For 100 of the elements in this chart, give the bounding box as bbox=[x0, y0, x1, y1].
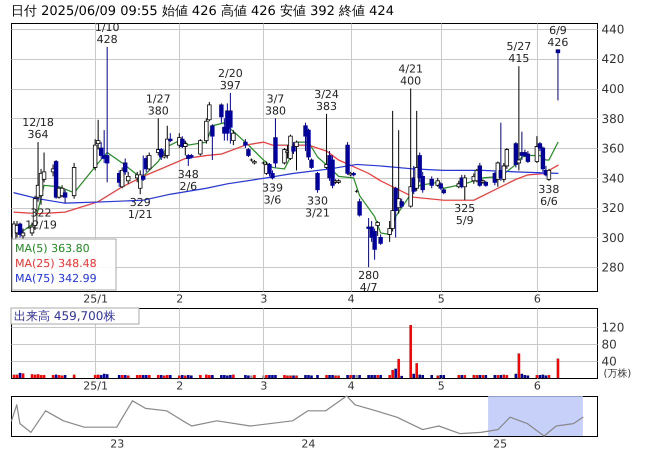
bar bbox=[180, 375, 184, 378]
candlestick bbox=[291, 142, 296, 155]
bar bbox=[463, 375, 466, 378]
x-tick-label: 25/1 bbox=[83, 380, 108, 392]
bar bbox=[96, 374, 100, 378]
bar bbox=[232, 374, 235, 378]
bar bbox=[250, 375, 253, 378]
bar bbox=[211, 375, 214, 378]
bar bbox=[430, 375, 434, 378]
bar bbox=[168, 375, 172, 378]
candlestick bbox=[408, 88, 413, 208]
bar bbox=[325, 375, 328, 378]
bar bbox=[421, 375, 424, 378]
bar bbox=[536, 375, 538, 378]
annotation: 1/10 428 bbox=[94, 20, 120, 46]
candlestick bbox=[180, 136, 184, 149]
bar bbox=[16, 374, 18, 378]
x-tick-label: 5 bbox=[438, 292, 445, 306]
x-tick-label: 6 bbox=[534, 292, 541, 306]
bar bbox=[102, 374, 106, 378]
candlestick bbox=[159, 148, 164, 160]
bar bbox=[472, 375, 476, 378]
bar bbox=[548, 375, 550, 378]
y-tick-label: 320 bbox=[602, 201, 624, 216]
bar bbox=[346, 375, 349, 378]
candlestick bbox=[315, 171, 320, 194]
bar bbox=[265, 375, 268, 378]
candlestick bbox=[526, 150, 530, 164]
y-tick-label: 280 bbox=[602, 260, 624, 275]
bar bbox=[118, 375, 120, 378]
bar bbox=[316, 375, 319, 378]
annotation: 5/27 415 bbox=[506, 40, 532, 66]
bar bbox=[352, 375, 355, 378]
bar bbox=[106, 374, 108, 378]
bar bbox=[100, 375, 102, 378]
x-tick-label: 23 bbox=[110, 438, 124, 450]
y-tick-label: 400 bbox=[602, 82, 624, 96]
bar bbox=[292, 375, 295, 378]
y-tick-label: 40 bbox=[602, 354, 617, 369]
candlestick bbox=[357, 198, 362, 218]
bar bbox=[226, 375, 229, 378]
bar bbox=[337, 375, 340, 378]
bar bbox=[244, 375, 247, 378]
candlestick bbox=[231, 130, 236, 146]
bar bbox=[52, 375, 54, 378]
x-tick-label: 2 bbox=[176, 380, 184, 392]
bar bbox=[518, 353, 520, 378]
bar bbox=[310, 375, 313, 378]
y-tick-label: 420 bbox=[602, 52, 624, 66]
candlestick bbox=[267, 162, 272, 177]
bar bbox=[538, 375, 542, 378]
x-tick-label: 3 bbox=[260, 292, 268, 306]
annotation: 4/21 400 bbox=[398, 62, 424, 88]
bar bbox=[373, 375, 376, 378]
bar bbox=[126, 375, 130, 378]
bar bbox=[289, 375, 292, 378]
bar bbox=[442, 375, 446, 378]
bar bbox=[478, 375, 482, 378]
bar bbox=[64, 375, 66, 378]
bar bbox=[72, 374, 76, 378]
bar bbox=[208, 375, 211, 378]
bar bbox=[418, 374, 421, 378]
bar bbox=[144, 375, 148, 378]
bar bbox=[334, 375, 337, 378]
annotation: 338 6/6 bbox=[538, 182, 560, 208]
bar bbox=[178, 375, 181, 378]
candlestick bbox=[282, 148, 287, 165]
candlestick bbox=[183, 140, 188, 156]
bar bbox=[36, 374, 40, 378]
bar bbox=[379, 375, 382, 378]
bar bbox=[274, 375, 277, 378]
bar bbox=[42, 375, 46, 378]
candlestick bbox=[540, 146, 546, 172]
bar bbox=[542, 374, 544, 378]
candlestick bbox=[462, 174, 467, 201]
bar bbox=[526, 375, 530, 378]
bar bbox=[544, 375, 548, 378]
bar bbox=[60, 375, 64, 378]
bar bbox=[457, 375, 460, 378]
x-tick-label: 4 bbox=[348, 292, 355, 306]
y-tick-label: 380 bbox=[602, 112, 624, 126]
candlestick bbox=[516, 66, 522, 171]
bar bbox=[162, 375, 166, 378]
candlestick bbox=[228, 92, 233, 144]
bar bbox=[160, 375, 163, 378]
candlestick bbox=[294, 140, 299, 171]
bar bbox=[142, 375, 145, 378]
bar bbox=[494, 375, 496, 378]
annotation: 339 3/6 bbox=[262, 181, 283, 206]
candlestick bbox=[122, 158, 128, 176]
y-tick-label: 300 bbox=[602, 230, 624, 245]
bar bbox=[358, 375, 361, 378]
bar bbox=[136, 375, 139, 378]
chart-title: 出来高 459,700株 bbox=[14, 309, 116, 323]
x-tick-label: 3 bbox=[260, 380, 268, 392]
bar bbox=[283, 375, 286, 378]
bar bbox=[286, 375, 289, 378]
text: MA(25) 348.48 bbox=[15, 257, 97, 270]
bar bbox=[394, 368, 397, 378]
bar bbox=[22, 373, 24, 378]
